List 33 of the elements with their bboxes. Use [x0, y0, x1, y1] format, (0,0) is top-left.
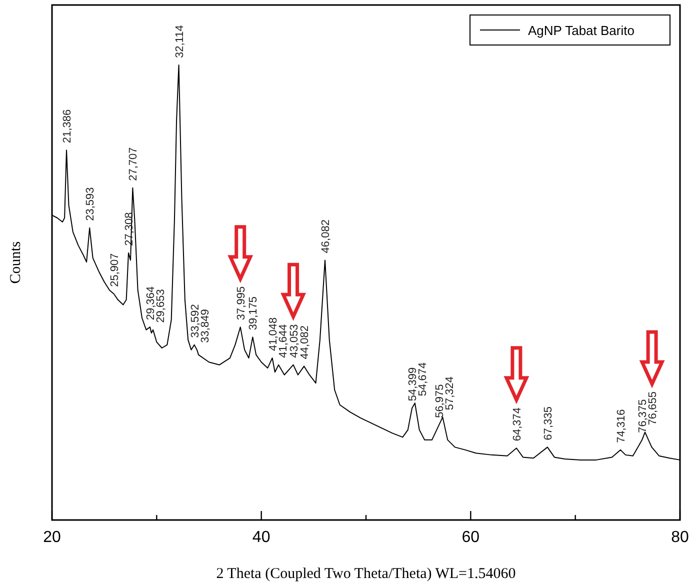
- annotation: 29,653: [155, 289, 168, 323]
- annotation: 57,324: [444, 376, 456, 410]
- annotation: 29,364: [145, 286, 158, 320]
- annotation: 37,995: [235, 286, 248, 320]
- annotation: 74,316: [616, 409, 628, 443]
- annotation: 44,082: [299, 326, 312, 360]
- legend-label: AgNP Tabat Barito: [528, 23, 634, 38]
- annotation: 25,907: [108, 253, 121, 287]
- x-tick-label: 40: [252, 529, 270, 546]
- x-tick-label: 60: [462, 529, 480, 546]
- annotation: 21,386: [62, 109, 74, 144]
- annotation: 33,592: [189, 304, 202, 338]
- annotation: 39,175: [248, 296, 260, 330]
- annotation: 46,082: [320, 220, 332, 254]
- y-axis-title: Counts: [8, 241, 24, 284]
- annotation: 54,674: [417, 362, 430, 396]
- x-axis-title: 2 Theta (Coupled Two Theta/Theta) WL=1.54060: [216, 566, 516, 582]
- annotation: 54,399: [407, 367, 420, 402]
- annotation: 27,308: [123, 212, 136, 246]
- annotation: 67,335: [542, 406, 554, 440]
- annotation: 41,048: [267, 317, 280, 352]
- annotation: 76,655: [647, 392, 660, 426]
- annotation: 43,053: [288, 324, 300, 358]
- annotation: 23,593: [84, 187, 97, 221]
- annotation: 76,375: [637, 399, 650, 433]
- annotation: 56,975: [434, 384, 446, 418]
- x-tick-label: 20: [43, 529, 61, 546]
- annotation: 41,644: [277, 324, 290, 358]
- annotation: 33,849: [199, 309, 212, 343]
- x-tick-label: 80: [671, 529, 689, 546]
- annotation: 64,374: [511, 407, 524, 442]
- annotation: 32,114: [174, 25, 186, 58]
- annotation: 27,707: [128, 147, 140, 181]
